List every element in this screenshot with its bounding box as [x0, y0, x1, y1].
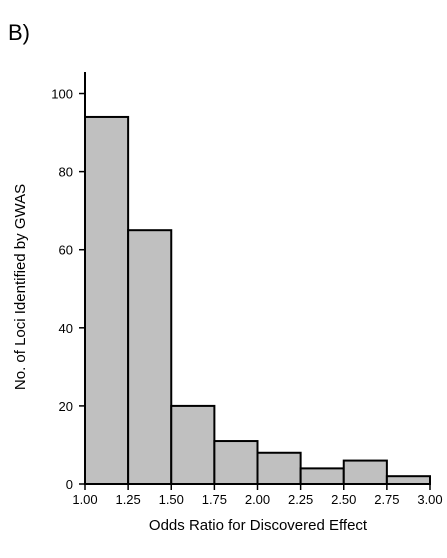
histogram-bar	[256, 451, 302, 485]
x-axis-label: Odds Ratio for Discovered Effect	[149, 517, 368, 534]
histogram-bar	[342, 459, 388, 486]
histogram-bar	[170, 404, 216, 485]
y-tick-label: 80	[59, 165, 73, 180]
y-axis-label: No. of Loci Identified by GWAS	[12, 184, 29, 390]
histogram-bar	[299, 467, 345, 485]
panel-label: B)	[8, 20, 30, 45]
x-tick-label: 2.50	[331, 492, 356, 507]
y-tick-label: 60	[59, 243, 73, 258]
x-tick-label: 1.00	[72, 492, 97, 507]
y-tick-label: 100	[51, 87, 73, 102]
x-tick-label: 1.75	[202, 492, 227, 507]
bars-group	[84, 115, 431, 486]
x-tick-label: 3.00	[417, 492, 442, 507]
histogram-bar	[84, 115, 130, 485]
x-tick-label: 2.25	[288, 492, 313, 507]
histogram-bar	[385, 475, 431, 486]
y-tick-label: 40	[59, 321, 73, 336]
x-tick-label: 1.25	[115, 492, 140, 507]
y-ticks-group: 0 20 40 60 80 100	[51, 87, 85, 492]
y-tick-label: 20	[59, 399, 73, 414]
x-tick-label: 2.75	[374, 492, 399, 507]
y-tick-label: 0	[66, 477, 73, 492]
x-tick-label: 2.00	[245, 492, 270, 507]
histogram-bar	[213, 440, 259, 485]
x-ticks-group: 1.00 1.25 1.50 1.75 2.00 2.25 2.50 2.75 3.00	[72, 484, 443, 507]
histogram-bar	[127, 229, 173, 485]
x-tick-label: 1.50	[159, 492, 184, 507]
